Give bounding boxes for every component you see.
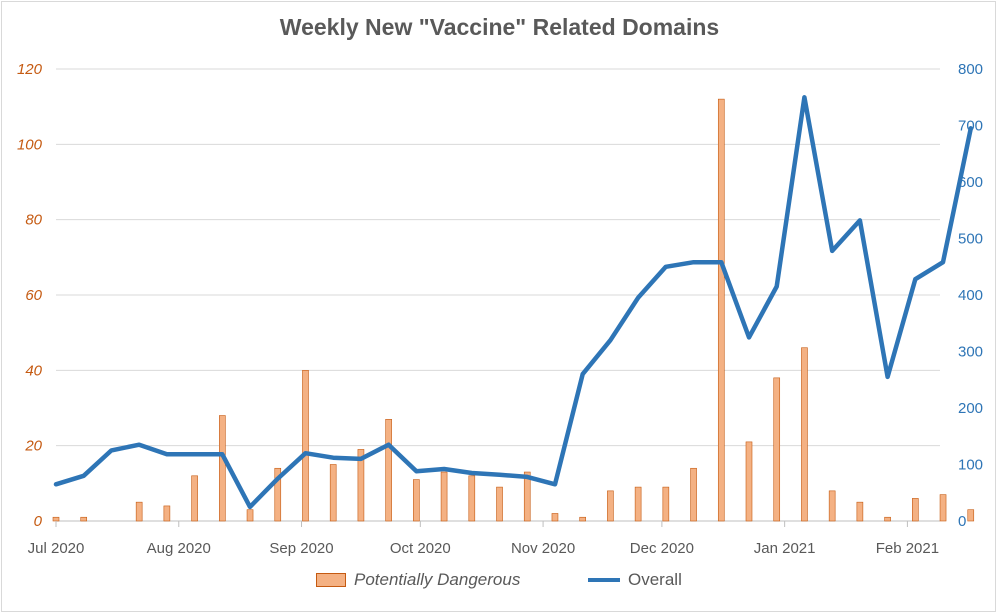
bar <box>801 347 808 522</box>
bar-series-potentially-dangerous <box>52 98 975 522</box>
legend-item-overall: Overall <box>588 570 682 590</box>
bar <box>52 516 60 522</box>
bar <box>413 479 420 522</box>
x-tick-label: Sep 2020 <box>269 540 333 557</box>
y-right-tick-label: 400 <box>958 287 983 304</box>
bar <box>551 513 559 522</box>
x-tick-label: Jul 2020 <box>28 540 85 557</box>
x-tick-label: Nov 2020 <box>511 540 575 557</box>
y-left-tick-label: 80 <box>25 212 42 229</box>
y-right-tick-label: 0 <box>958 513 966 530</box>
bar <box>163 505 171 522</box>
y-right-tick-label: 700 <box>958 118 983 135</box>
x-tick-label: Dec 2020 <box>630 540 694 557</box>
legend-swatch-bar <box>316 573 346 587</box>
left-y-axis: 0 20 40 60 80 100 120 <box>17 61 43 530</box>
bar <box>440 471 448 522</box>
y-left-tick-label: 20 <box>24 438 42 455</box>
y-right-tick-label: 600 <box>958 174 983 191</box>
y-right-tick-label: 100 <box>958 457 983 474</box>
bar <box>967 509 975 522</box>
y-right-tick-label: 300 <box>958 344 983 361</box>
bar <box>939 494 947 522</box>
y-right-tick-label: 800 <box>958 61 983 78</box>
bar <box>884 516 891 522</box>
bar <box>912 498 919 522</box>
legend-label-potentially-dangerous: Potentially Dangerous <box>354 570 521 589</box>
bar <box>135 501 143 522</box>
bar <box>274 467 282 522</box>
x-tick-label: Feb 2021 <box>876 540 939 557</box>
bar <box>80 516 88 522</box>
series-line <box>53 95 974 510</box>
x-tick-label: Aug 2020 <box>147 540 211 557</box>
bar <box>496 486 503 522</box>
y-right-tick-label: 500 <box>958 231 983 248</box>
bar <box>302 370 309 522</box>
x-tick-label: Jan 2021 <box>754 540 816 557</box>
bar <box>219 415 226 522</box>
chart-title: Weekly New "Vaccine" Related Domains <box>279 14 720 40</box>
legend-label-overall: Overall <box>628 570 682 589</box>
bar <box>856 501 864 522</box>
bar <box>773 377 781 522</box>
line-series-overall <box>53 95 974 510</box>
bar <box>690 467 697 522</box>
y-left-tick-label: 100 <box>17 136 43 153</box>
bar <box>357 449 365 522</box>
legend-swatch-line <box>588 578 620 582</box>
bar <box>523 471 531 522</box>
legend: Potentially Dangerous Overall <box>0 570 999 598</box>
y-right-tick-label: 200 <box>958 400 983 417</box>
bar <box>468 475 476 522</box>
grid-lines <box>56 68 940 522</box>
right-y-axis: 0 100 200 300 400 500 600 700 800 <box>958 61 983 530</box>
y-left-tick-label: 120 <box>17 61 43 78</box>
bar <box>246 509 254 522</box>
y-left-tick-label: 0 <box>34 513 43 530</box>
bar <box>191 475 198 522</box>
y-left-tick-label: 60 <box>25 287 42 304</box>
legend-item-potentially-dangerous: Potentially Dangerous <box>316 570 520 590</box>
bar <box>385 418 392 522</box>
bar <box>828 490 836 522</box>
bar <box>329 464 337 522</box>
bar <box>717 98 725 522</box>
bar <box>579 516 586 522</box>
bar <box>745 441 753 522</box>
bar <box>607 490 614 522</box>
bar <box>634 486 642 522</box>
x-tick-label: Oct 2020 <box>390 540 451 557</box>
bar <box>662 486 670 522</box>
x-axis: Jul 2020 Aug 2020 Sep 2020 Oct 2020 Nov 2020… <box>28 521 939 557</box>
y-left-tick-label: 40 <box>25 362 42 379</box>
